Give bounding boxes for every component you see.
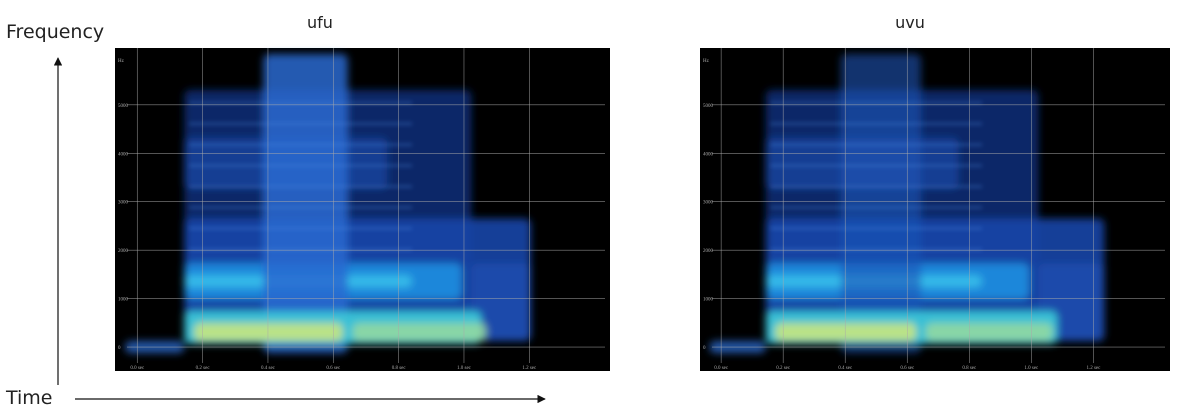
harmonic-band	[189, 227, 412, 229]
harmonic-band	[771, 227, 983, 229]
x-tick-label: 0.6 sec	[900, 366, 915, 371]
y-tick-label: 4000	[118, 152, 129, 157]
x-tick-label: 0.4 sec	[261, 366, 276, 371]
x-tick-label: 1.0 sec	[457, 366, 472, 371]
harmonic-band	[771, 102, 983, 104]
x-tick-label: 0.2 sec	[196, 366, 211, 371]
y-tick-label: 3000	[703, 201, 714, 206]
spectrogram-panel: uvu 0.0 sec 0.2 sec 0.4 sec 0.6 sec 0.8 sec 1.…	[700, 13, 1170, 371]
energy-region	[194, 323, 343, 341]
x-tick-label: 0.2 sec	[776, 366, 791, 371]
spectrogram-panel: ufu 0.0 sec 0.2 sec 0.4 sec 0.6 sec 0.8 sec 1.…	[115, 13, 610, 371]
panels: ufu 0.0 sec 0.2 sec 0.4 sec 0.6 sec 0.8 sec 1.…	[115, 13, 1170, 371]
harmonic-band	[189, 165, 412, 167]
panel-title: uvu	[895, 13, 925, 32]
frequency-label: Frequency	[6, 21, 104, 43]
harmonic-band	[771, 144, 983, 146]
harmonic-band	[189, 123, 412, 125]
x-tick-label: 0.8 sec	[392, 366, 407, 371]
harmonic-band	[189, 186, 412, 188]
x-tick-label: 0.4 sec	[838, 366, 853, 371]
y-tick-label: 2000	[703, 249, 714, 254]
x-tick-label: 0.0 sec	[130, 366, 145, 371]
x-tick-label: 1.2 sec	[522, 366, 537, 371]
harmonic-band	[771, 165, 983, 167]
panel-title: ufu	[307, 13, 333, 32]
y-tick-label: 5000	[703, 104, 714, 109]
y-tick-label: 1000	[703, 298, 714, 303]
y-tick-label: 1000	[118, 298, 129, 303]
harmonic-band	[771, 206, 983, 208]
harmonic-band	[189, 144, 412, 146]
y-tick-label: Hz	[703, 59, 710, 64]
harmonic-band	[771, 123, 983, 125]
spectrogram-energy	[125, 54, 531, 353]
y-tick-label: Hz	[118, 59, 125, 64]
harmonic-band	[189, 206, 412, 208]
energy-region	[353, 323, 487, 341]
y-tick-label: 3000	[118, 201, 129, 206]
x-tick-label: 1.2 sec	[1086, 366, 1101, 371]
x-tick-label: 1.0 sec	[1024, 366, 1039, 371]
y-tick-label: 2000	[118, 249, 129, 254]
x-tick-label: 0.0 sec	[714, 366, 729, 371]
energy-region	[926, 323, 1053, 341]
energy-region	[775, 323, 916, 341]
harmonic-band	[771, 186, 983, 188]
time-label: Time	[5, 387, 53, 409]
x-tick-label: 0.6 sec	[326, 366, 341, 371]
y-tick-label: 5000	[118, 104, 129, 109]
harmonic-band	[189, 102, 412, 104]
energy-region	[264, 54, 348, 353]
x-tick-label: 0.8 sec	[962, 366, 977, 371]
figure: Frequency Time ufu 0.0 sec 0.2 sec 0.4 sec 0…	[0, 0, 1181, 412]
energy-region	[841, 54, 921, 353]
y-tick-label: 4000	[703, 152, 714, 157]
